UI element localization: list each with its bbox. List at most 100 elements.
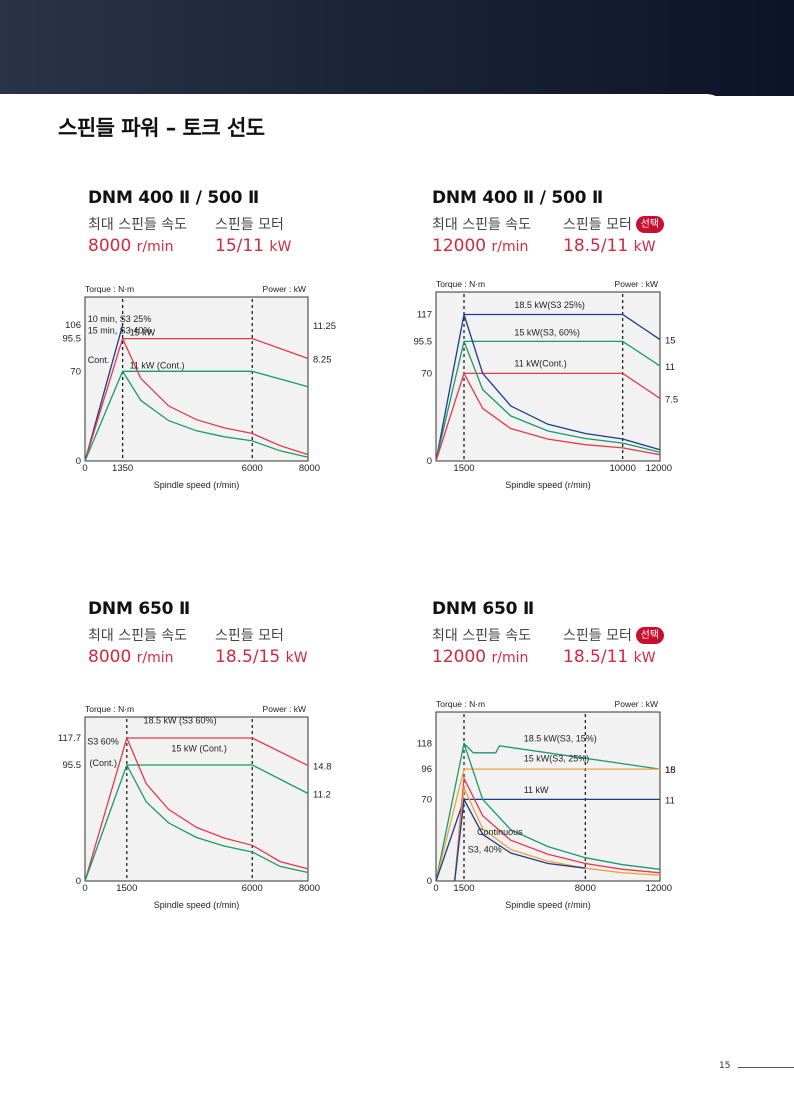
speed-unit: r/min xyxy=(491,650,529,666)
speed-spec: 최대 스핀들 속도 12000 r/min xyxy=(432,214,531,256)
speed-value: 12000 r/min xyxy=(432,647,531,667)
speed-value: 12000 r/min xyxy=(432,236,531,256)
page-title: 스핀들 파워 – 토크 선도 xyxy=(58,116,265,140)
y2-tick-label: 11 xyxy=(665,795,675,806)
speed-spec: 최대 스핀들 속도 12000 r/min xyxy=(432,625,531,667)
series-line xyxy=(126,764,309,874)
panel-2: DNM 400 Ⅱ / 500 Ⅱ 최대 스핀들 속도 12000 r/min … xyxy=(432,188,732,260)
x-tick-label: 1350 xyxy=(112,463,133,474)
x-axis-label: Spindle speed (r/min) xyxy=(154,900,240,910)
option-badge: 선택 xyxy=(635,216,664,233)
y-tick-label: 70 xyxy=(421,794,432,805)
annotation-label: Cont. xyxy=(88,355,110,365)
annotation-label: 15 min, S3 40% xyxy=(88,326,152,336)
y-tick-label: 0 xyxy=(427,876,432,887)
speed-value: 8000 r/min xyxy=(88,647,187,667)
series-line xyxy=(122,370,309,458)
motor-label: 스핀들 모터 선택 xyxy=(563,214,664,234)
x-tick-label: 1500 xyxy=(453,463,474,474)
x-tick-label: 0 xyxy=(82,463,87,474)
x-tick-label: 1500 xyxy=(116,883,137,894)
motor-spec: 스핀들 모터 선택 18.5/11 kW xyxy=(563,625,664,667)
y-tick-label: 0 xyxy=(427,456,432,467)
x-tick-label: 8000 xyxy=(299,463,320,474)
motor-unit: kW xyxy=(285,650,308,666)
motor-label-text: 스핀들 모터 xyxy=(215,628,284,644)
option-badge: 선택 xyxy=(635,627,664,644)
speed-label: 최대 스핀들 속도 xyxy=(432,628,532,644)
x-tick-label: 10000 xyxy=(609,463,635,474)
speed-unit: r/min xyxy=(136,650,174,666)
speed-unit: r/min xyxy=(136,239,174,255)
annotation-label: 15 kW(S3, 60%) xyxy=(514,327,580,337)
motor-unit: kW xyxy=(633,239,656,255)
y-tick-label: 95.5 xyxy=(63,334,82,345)
speed-number: 8000 xyxy=(88,647,132,667)
y-tick-label: 70 xyxy=(421,368,432,379)
speed-unit: r/min xyxy=(491,239,529,255)
header-band xyxy=(0,0,794,96)
motor-number: 18.5/11 xyxy=(563,236,629,256)
y-axis-label: Torque : N·m xyxy=(436,699,485,709)
y2-tick-label: 11.2 xyxy=(313,790,331,801)
series-line xyxy=(463,743,661,870)
motor-unit: kW xyxy=(269,239,292,255)
y-tick-label: 95.5 xyxy=(414,336,433,347)
x-axis-label: Spindle speed (r/min) xyxy=(505,480,591,490)
x-tick-label: 6000 xyxy=(242,463,263,474)
model-name: DNM 650 Ⅱ xyxy=(432,599,534,619)
speed-number: 12000 xyxy=(432,647,487,667)
annotation-label: S3 60% xyxy=(87,736,119,746)
motor-spec: 스핀들 모터 선택 18.5/11 kW xyxy=(563,214,664,256)
series-line xyxy=(463,341,661,453)
motor-number: 18.5/11 xyxy=(563,647,629,667)
annotation-label: 18.5 kW(S3 25%) xyxy=(514,300,585,310)
y2-axis-label: Power : kW xyxy=(263,284,306,294)
annotation-label: 10 min, S3 25% xyxy=(88,314,152,324)
x-axis-label: Spindle speed (r/min) xyxy=(505,900,591,910)
motor-spec: 스핀들 모터 18.5/15 kW xyxy=(215,625,308,667)
x-tick-label: 12000 xyxy=(646,883,672,894)
header-tab xyxy=(0,94,730,144)
page-number: 15 xyxy=(719,1061,731,1071)
speed-label: 최대 스핀들 속도 xyxy=(88,217,188,233)
y2-axis-label: Power : kW xyxy=(615,279,658,289)
series-line xyxy=(463,314,661,451)
y-tick-label: 96 xyxy=(421,764,432,775)
speed-spec: 최대 스핀들 속도 8000 r/min xyxy=(88,625,187,667)
annotation-label: (Cont.) xyxy=(89,758,117,768)
motor-label-text: 스핀들 모터 xyxy=(563,217,632,233)
y2-tick-label: 11.25 xyxy=(313,321,336,332)
y-tick-label: 106 xyxy=(65,320,81,331)
annotation-label: 11 kW(Cont.) xyxy=(514,359,566,369)
y-tick-label: 70 xyxy=(70,366,81,377)
motor-value: 15/11 kW xyxy=(215,236,291,256)
speed-value: 8000 r/min xyxy=(88,236,187,256)
motor-label: 스핀들 모터 xyxy=(215,214,291,234)
model-name: DNM 650 Ⅱ xyxy=(88,599,190,619)
series-line xyxy=(435,313,661,462)
motor-label-text: 스핀들 모터 xyxy=(215,217,284,233)
y2-tick-label: 11 xyxy=(665,362,675,373)
spec-block: 최대 스핀들 속도 8000 r/min 스핀들 모터 15/11 kW xyxy=(88,214,388,260)
y-axis-label: Torque : N·m xyxy=(85,284,134,294)
speed-number: 8000 xyxy=(88,236,132,256)
model-name: DNM 400 Ⅱ / 500 Ⅱ xyxy=(88,188,260,208)
x-tick-label: 8000 xyxy=(299,883,320,894)
page-rule xyxy=(738,1067,794,1068)
x-tick-label: 1500 xyxy=(453,883,474,894)
series-line xyxy=(122,338,309,456)
x-tick-label: 0 xyxy=(433,883,438,894)
panel-1: DNM 400 Ⅱ / 500 Ⅱ 최대 스핀들 속도 8000 r/min 스… xyxy=(88,188,388,260)
spec-block: 최대 스핀들 속도 12000 r/min 스핀들 모터 선택 18.5/11 k… xyxy=(432,625,732,671)
spec-block: 최대 스핀들 속도 12000 r/min 스핀들 모터 선택 18.5/11 k… xyxy=(432,214,732,260)
annotation-label: S3, 40% xyxy=(468,844,502,854)
plot-area xyxy=(84,716,309,882)
y2-tick-label: 14.8 xyxy=(313,762,332,773)
series-line xyxy=(435,372,661,462)
y-tick-label: 118 xyxy=(417,738,432,749)
series-line xyxy=(454,797,586,882)
